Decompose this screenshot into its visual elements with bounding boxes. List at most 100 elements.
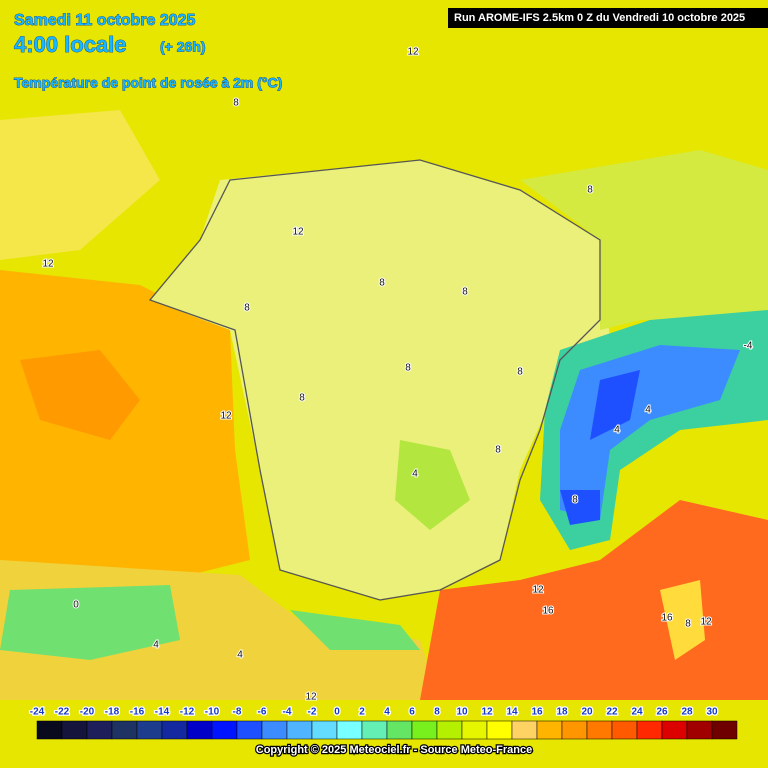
colorbar-tick-label: 18: [556, 707, 568, 718]
contour-label: 12: [700, 617, 712, 628]
subtitle: Température de point de rosée à 2m (°C): [14, 75, 282, 91]
run-info: Run AROME-IFS 2.5km 0 Z du Vendredi 10 o…: [454, 12, 745, 24]
colorbar-tick-label: -16: [130, 707, 145, 718]
colorbar-tick-label: -24: [30, 707, 45, 718]
contour-label: -4: [744, 341, 753, 352]
colorbar-swatch: [161, 720, 188, 740]
colorbar-swatch: [261, 720, 288, 740]
colorbar-tick-label: -18: [105, 707, 120, 718]
contour-label: 8: [299, 393, 305, 404]
colorbar-tick-label: 16: [531, 707, 543, 718]
contour-label: 4: [153, 640, 159, 651]
colorbar-swatch: [36, 720, 63, 740]
colorbar-swatch: [611, 720, 638, 740]
colorbar-tick-label: 10: [456, 707, 468, 718]
contour-label: 4: [412, 469, 418, 480]
field-east: [520, 150, 768, 330]
colorbar-swatch: [136, 720, 163, 740]
colorbar-swatch: [561, 720, 588, 740]
forecast-offset: (+ 26h): [160, 39, 206, 55]
colorbar-swatch: [86, 720, 113, 740]
contour-label: 8: [572, 495, 578, 506]
field-pyrenees: [290, 610, 420, 650]
colorbar-tick-label: -2: [308, 707, 317, 718]
colorbar-tick-label: 24: [631, 707, 643, 718]
contour-label: 4: [237, 650, 243, 661]
field-channel: [0, 110, 160, 260]
colorbar-swatch: [586, 720, 613, 740]
contour-label: 16: [661, 613, 673, 624]
colorbar-swatch: [186, 720, 213, 740]
field-france: [150, 160, 610, 600]
contour-label: 12: [220, 411, 232, 422]
field-atlantic-warm: [20, 350, 140, 440]
colorbar-swatch: [336, 720, 363, 740]
contour-label: 8: [462, 287, 468, 298]
contour-label: 0: [73, 600, 79, 611]
colorbar-tick-label: -4: [283, 707, 292, 718]
contour-label: 16: [542, 606, 554, 617]
field-corsica: [660, 580, 705, 660]
contour-label: 12: [407, 47, 419, 58]
contour-label: 8: [517, 367, 523, 378]
colorbar-swatch: [236, 720, 263, 740]
run-banner: [448, 8, 768, 28]
contour-label: 8: [495, 445, 501, 456]
contour-label: 8: [379, 278, 385, 289]
colorbar-tick-label: -12: [180, 707, 195, 718]
colorbar-swatch: [461, 720, 488, 740]
colorbar-swatch: [61, 720, 88, 740]
title: Samedi 11 octobre 2025: [14, 12, 196, 29]
contour-label: 12: [42, 259, 54, 270]
colorbar-tick-label: -14: [155, 707, 170, 718]
colorbar-tick-label: -8: [233, 707, 242, 718]
colorbar-tick-label: 28: [681, 707, 693, 718]
contour-label: 8: [233, 98, 239, 109]
colorbar-swatch: [536, 720, 563, 740]
colorbar-swatch: [311, 720, 338, 740]
colorbar-tick-label: 4: [384, 707, 390, 718]
contour-label: 8: [244, 303, 250, 314]
field-pyrenees-west: [0, 585, 180, 660]
coastline: [148, 159, 601, 601]
colorbar-tick-label: 6: [409, 707, 415, 718]
contour-label: 8: [405, 363, 411, 374]
field-alps-coldest: [560, 370, 640, 525]
colorbar-tick-label: -10: [205, 707, 220, 718]
colorbar-swatch: [711, 720, 738, 740]
colorbar-swatch: [636, 720, 663, 740]
contour-label: 8: [685, 619, 691, 630]
colorbar-swatch: [111, 720, 138, 740]
colorbar-swatch: [386, 720, 413, 740]
colorbar-swatch: [511, 720, 538, 740]
colorbar-tick-label: 8: [434, 707, 440, 718]
contour-label: 4: [645, 405, 651, 416]
colorbar-tick-label: -20: [80, 707, 95, 718]
copyright: Copyright © 2025 Meteociel.fr - Source M…: [256, 744, 532, 756]
colorbar-swatch: [661, 720, 688, 740]
colorbar-swatch: [361, 720, 388, 740]
colorbar-tick-label: 30: [706, 707, 718, 718]
colorbar-tick-label: 12: [481, 707, 493, 718]
colorbar-tick-label: 26: [656, 707, 668, 718]
colorbar-swatch: [286, 720, 313, 740]
colorbar-tick-label: 2: [359, 707, 365, 718]
field-massif-central: [395, 440, 470, 530]
field-atlantic: [0, 270, 250, 580]
colorbar-swatch: [686, 720, 713, 740]
contour-label: 12: [532, 585, 544, 596]
local-time: 4:00 locale: [14, 32, 127, 57]
colorbar-swatch: [411, 720, 438, 740]
colorbar-tick-label: 20: [581, 707, 593, 718]
colorbar-swatch: [211, 720, 238, 740]
colorbar-swatch: [486, 720, 513, 740]
contour-label: 12: [305, 692, 317, 703]
colorbar-tick-label: -22: [55, 707, 70, 718]
colorbar-tick-label: 0: [334, 707, 340, 718]
colorbar-tick-label: -6: [258, 707, 267, 718]
colorbar-tick-label: 14: [506, 707, 518, 718]
contour-label: 8: [587, 185, 593, 196]
colorbar-swatch: [436, 720, 463, 740]
